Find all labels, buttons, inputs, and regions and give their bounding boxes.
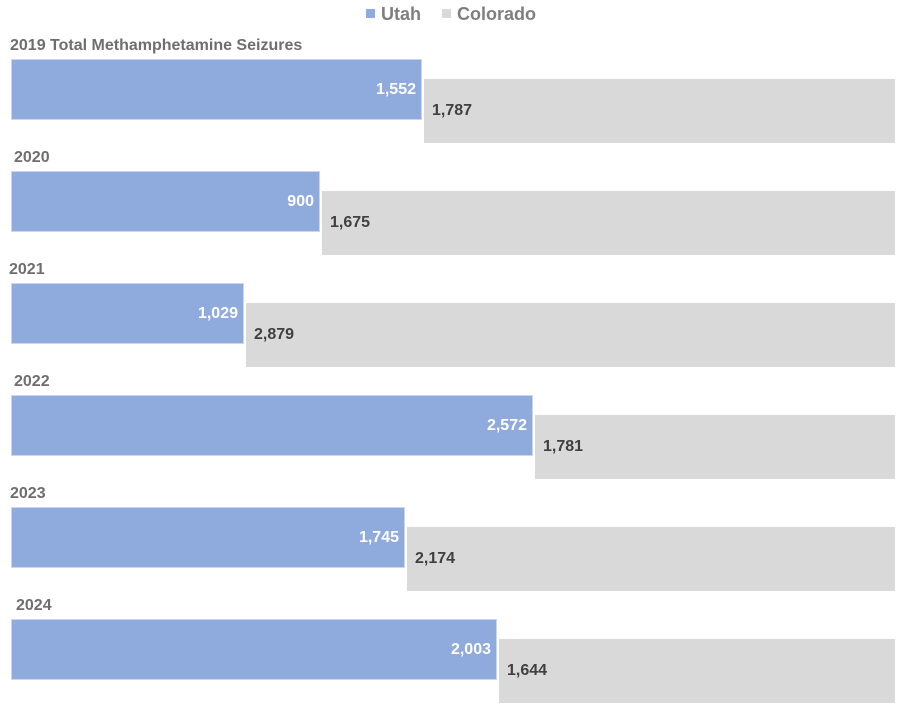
bar-utah [11, 619, 497, 680]
category-label: 2022 [14, 373, 50, 390]
data-label-utah: 1,745 [358, 529, 399, 546]
bar-utah [11, 59, 422, 120]
legend-item-utah: Utah [365, 4, 421, 24]
bar-colorado [246, 303, 895, 367]
data-label-colorado: 1,781 [543, 438, 584, 455]
bar-colorado [535, 415, 895, 479]
legend-swatch-utah [365, 9, 375, 18]
category-label: 2023 [10, 485, 46, 502]
bar-colorado [322, 191, 895, 255]
data-label-colorado: 1,675 [330, 214, 371, 231]
legend-item-colorado: Colorado [442, 4, 536, 24]
data-label-colorado: 1,644 [507, 662, 548, 679]
data-label-utah: 900 [287, 193, 314, 210]
data-label-utah: 2,572 [486, 417, 527, 434]
data-label-utah: 1,552 [375, 81, 416, 98]
category-label: 2019 Total Methamphetamine Seizures [10, 37, 303, 54]
category-label: 2024 [16, 597, 52, 614]
data-label-utah: 2,003 [450, 641, 491, 658]
legend: Utah Colorado [0, 4, 902, 25]
bar-utah [11, 395, 533, 456]
bar-colorado [499, 639, 895, 703]
data-label-colorado: 2,174 [415, 550, 456, 567]
data-label-colorado: 2,879 [254, 326, 295, 343]
bar-colorado [407, 527, 895, 591]
bar-utah [11, 507, 405, 568]
legend-label-colorado: Colorado [457, 4, 536, 24]
data-label-utah: 1,029 [197, 305, 238, 322]
category-label: 2020 [14, 149, 50, 166]
legend-swatch-colorado [442, 9, 451, 18]
category-label: 2021 [9, 261, 45, 278]
legend-label-utah: Utah [380, 4, 421, 24]
bar-utah [11, 171, 320, 232]
bar-utah [11, 283, 244, 344]
bar-colorado [424, 79, 895, 143]
data-label-colorado: 1,787 [432, 102, 473, 119]
